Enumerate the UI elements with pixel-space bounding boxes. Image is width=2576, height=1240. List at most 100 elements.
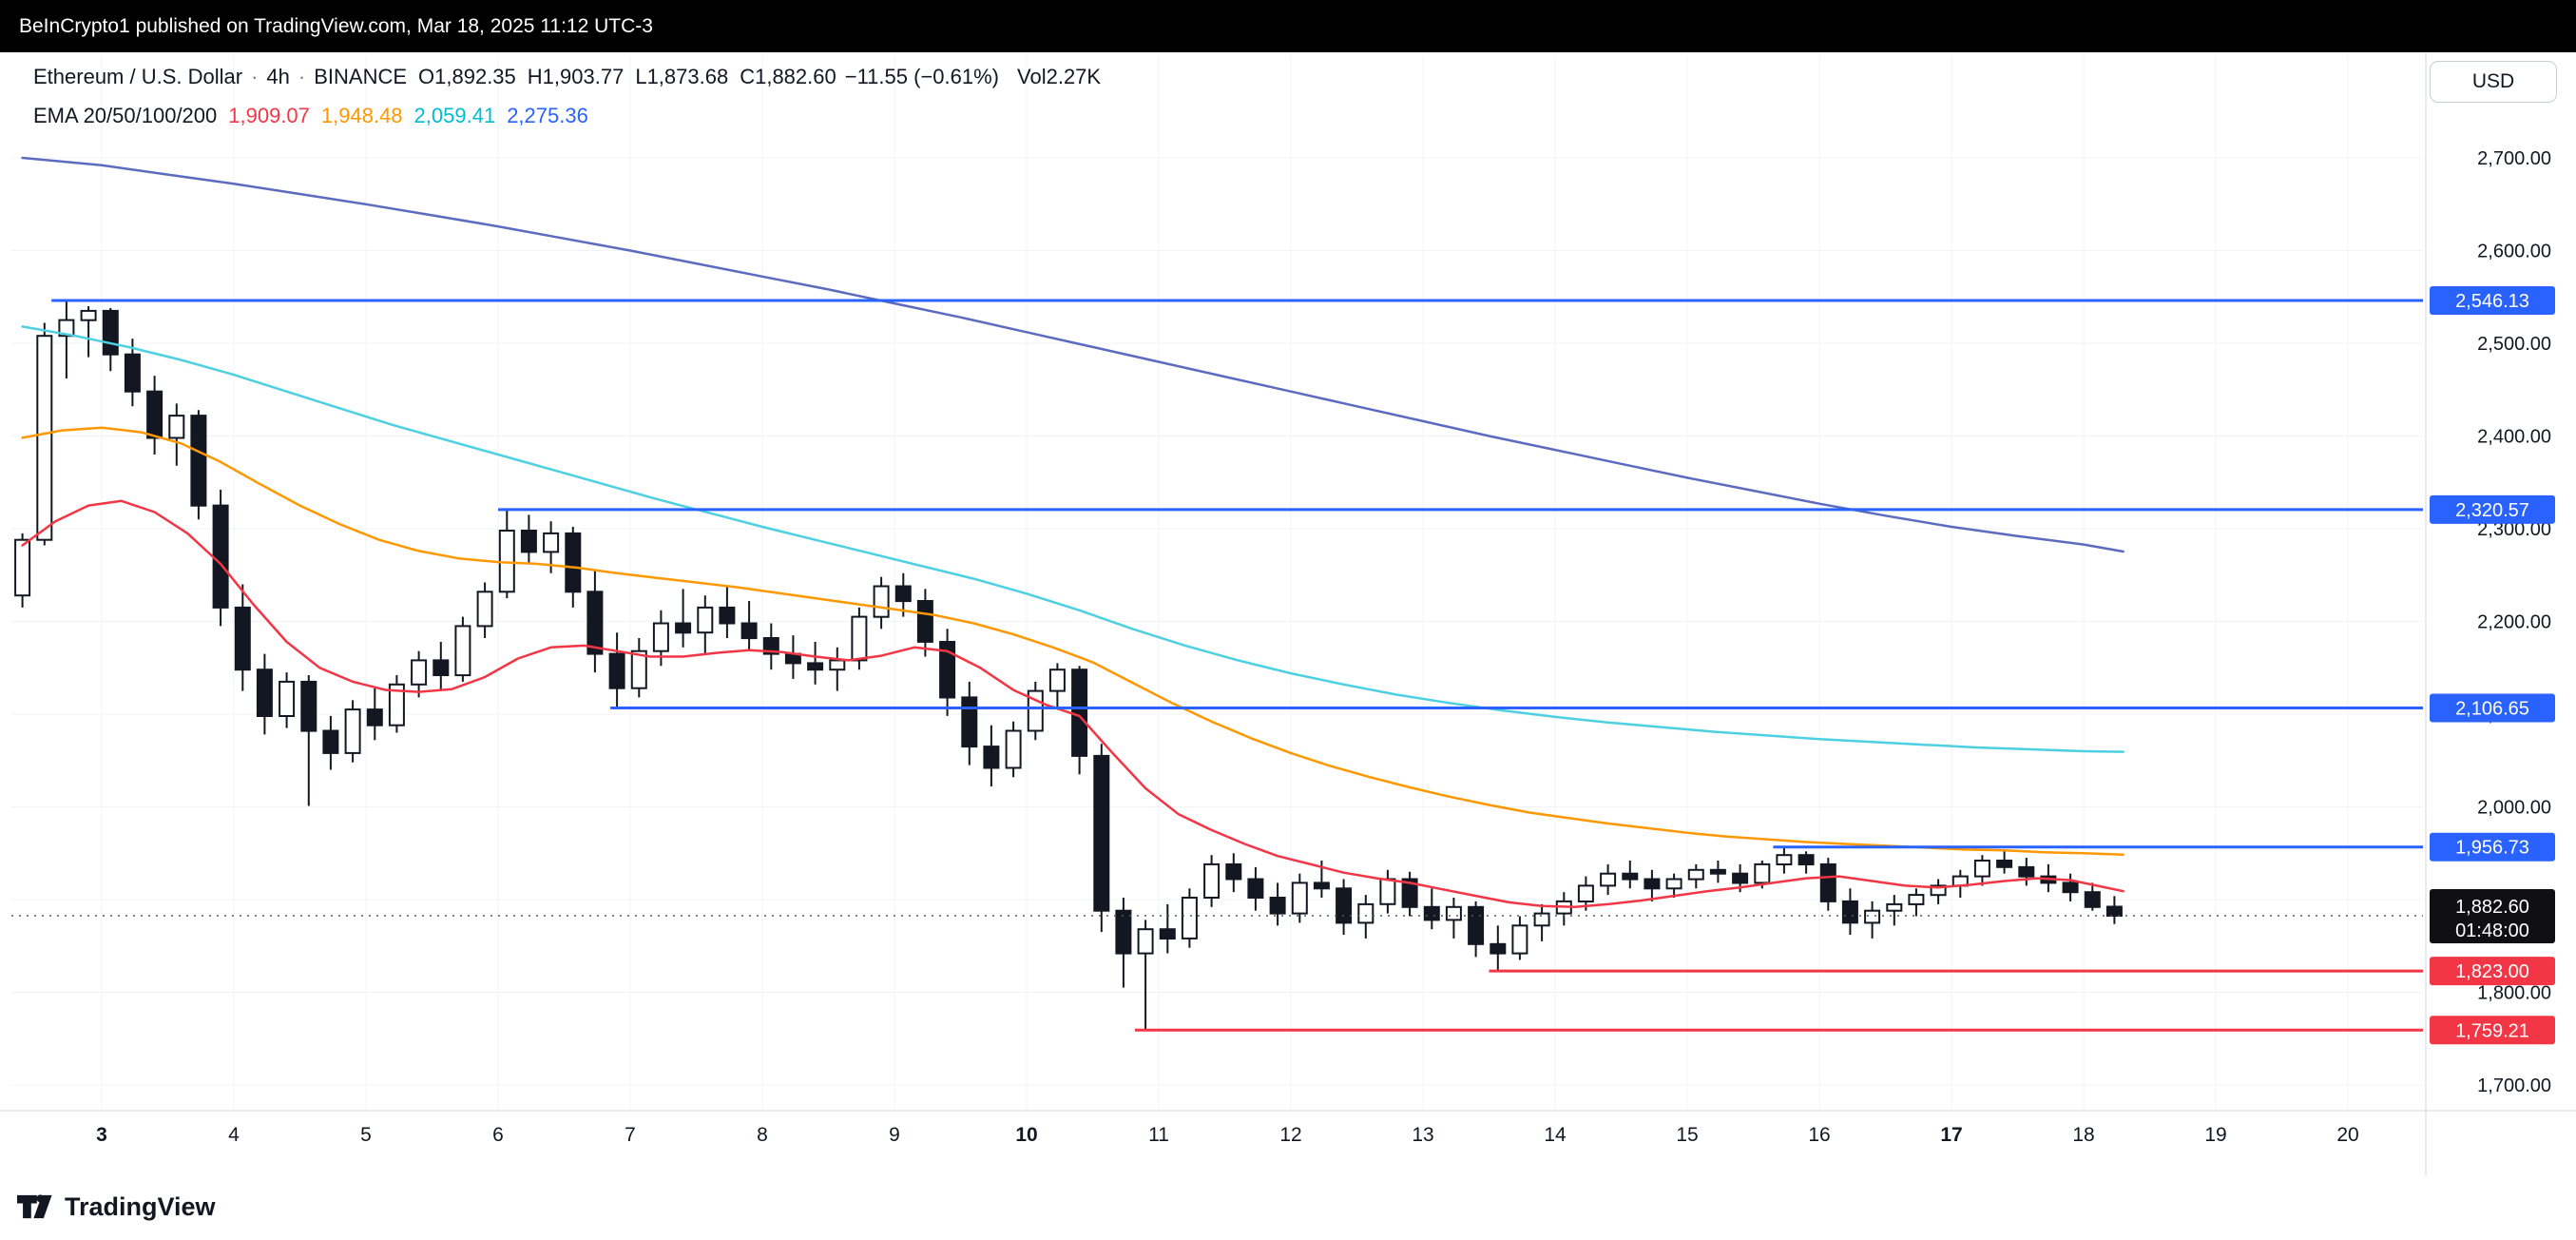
candle-body <box>697 606 714 634</box>
candle-body <box>14 538 31 597</box>
candle-body <box>1665 878 1682 890</box>
candle-body <box>234 606 251 671</box>
candle-body <box>2084 891 2101 908</box>
candle-body <box>1379 878 1396 905</box>
candle-body <box>1864 909 1881 924</box>
attribution-text: BeInCrypto1 published on TradingView.com… <box>19 14 653 37</box>
candle-body <box>520 530 537 553</box>
close-label: C <box>740 65 756 88</box>
candle-body <box>1357 902 1375 924</box>
level-price-badge-label: 2,320.57 <box>2455 500 2529 521</box>
time-tick-label: 19 <box>2204 1124 2226 1146</box>
candle-body <box>1973 860 1990 878</box>
candle-body <box>916 600 933 643</box>
time-tick-label: 12 <box>1279 1124 1301 1146</box>
candle-body <box>1336 887 1353 924</box>
ema200-value: 2,275.36 <box>507 104 588 127</box>
ema-200-line <box>21 156 2124 553</box>
last-price-badge <box>2430 889 2555 943</box>
candle-body <box>256 668 273 718</box>
candle-body <box>146 390 163 439</box>
level-price-badge[interactable] <box>2430 693 2555 723</box>
candle-body <box>1423 905 1440 921</box>
separator-dot: · <box>298 65 306 88</box>
ema-50-line <box>21 426 2124 856</box>
horizontal-level-lines[interactable] <box>51 299 2423 1032</box>
candle-countdown: 01:48:00 <box>2455 920 2529 941</box>
ema-indicator-label[interactable]: EMA 20/50/100/200 <box>33 104 218 127</box>
candle-body <box>411 659 428 686</box>
level-price-badge[interactable] <box>2430 957 2555 986</box>
candle-body <box>1203 862 1221 900</box>
candle-body <box>719 606 736 625</box>
candle-body <box>1533 912 1550 927</box>
time-tick-label: 18 <box>2072 1124 2094 1146</box>
interval-label[interactable]: 4h <box>266 65 290 88</box>
volume-label: Vol <box>1017 65 1047 88</box>
ohlc-close: C1,882.60 <box>740 65 836 89</box>
candle-body <box>36 335 53 541</box>
symbol-legend-row: Ethereum / U.S. Dollar · 4h · BINANCE O1… <box>33 65 1101 89</box>
time-tick-label: 6 <box>492 1124 504 1146</box>
tradingview-brand-text[interactable]: TradingView <box>65 1192 216 1221</box>
level-price-badge-label: 1,823.00 <box>2455 961 2529 982</box>
ohlc-high: H1,903.77 <box>528 65 625 89</box>
candle-body <box>829 659 846 671</box>
candle-body <box>1115 909 1132 955</box>
level-price-badge[interactable] <box>2430 1016 2555 1045</box>
candle-body <box>1048 668 1066 692</box>
candle-body <box>1776 854 1793 866</box>
low-value: 1,873.68 <box>646 65 729 88</box>
candle-body <box>124 353 141 393</box>
time-axis-labels[interactable]: 3 4 5 6 7 8 9 10 11 12 13 14 15 16 17 18 19 20 <box>96 1124 2359 1146</box>
candle-body <box>961 696 978 748</box>
candlesticks <box>14 300 2123 1031</box>
candle-body <box>1709 868 1726 875</box>
candle-body <box>565 532 582 593</box>
ema-lines <box>21 156 2124 909</box>
candle-body <box>1819 862 1836 902</box>
candle-body <box>1600 872 1617 887</box>
candle-body <box>1247 878 1264 899</box>
level-price-badge[interactable] <box>2430 832 2555 862</box>
level-price-badge-label: 1,759.21 <box>2455 1020 2529 1041</box>
price-tick-label: 2,600.00 <box>2477 242 2551 262</box>
candle-body <box>1886 902 1903 912</box>
candle-body <box>740 622 758 640</box>
candle-body <box>1445 905 1462 921</box>
candle-body <box>344 708 361 754</box>
level-price-badge[interactable] <box>2430 494 2555 524</box>
candle-body <box>1908 894 1925 905</box>
high-value: 1,903.77 <box>542 65 625 88</box>
time-tick-label: 9 <box>889 1124 900 1146</box>
candle-body <box>851 615 868 662</box>
candle-body <box>476 591 493 628</box>
candle-body <box>1511 924 1528 955</box>
separator-dot: · <box>251 65 259 88</box>
tradingview-logo-icon[interactable] <box>17 1192 55 1222</box>
footer-branding: TradingView <box>17 1186 216 1228</box>
price-tick-label: 2,500.00 <box>2477 334 2551 355</box>
candle-body <box>675 622 692 634</box>
candle-body <box>1137 928 1154 955</box>
volume-value: 2.27K <box>1046 65 1102 88</box>
candle-body <box>652 622 669 652</box>
symbol-name[interactable]: Ethereum / U.S. Dollar <box>33 65 243 88</box>
price-tick-label: 1,800.00 <box>2477 983 2551 1004</box>
level-price-badge[interactable] <box>2430 286 2555 315</box>
candle-body <box>1269 897 1286 915</box>
currency-button[interactable]: USD <box>2430 61 2557 103</box>
candle-body <box>1291 882 1308 915</box>
candle-body <box>1754 862 1771 884</box>
time-tick-label: 4 <box>228 1124 240 1146</box>
time-tick-label: 20 <box>2336 1124 2358 1146</box>
exchange-label[interactable]: BINANCE <box>314 65 408 88</box>
candle-body <box>1577 884 1594 903</box>
candle-body <box>983 746 1000 769</box>
time-tick-label: 3 <box>96 1124 107 1146</box>
attribution-bar: BeInCrypto1 published on TradingView.com… <box>0 0 2576 52</box>
candle-body <box>1225 862 1242 881</box>
price-tick-label: 2,200.00 <box>2477 612 2551 633</box>
